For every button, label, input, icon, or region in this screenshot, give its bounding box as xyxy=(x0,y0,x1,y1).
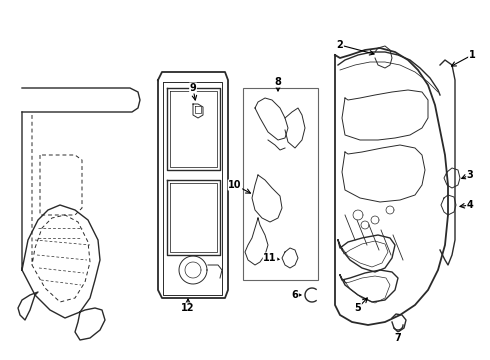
Text: 7: 7 xyxy=(394,333,401,343)
Text: 10: 10 xyxy=(228,180,242,190)
Text: 12: 12 xyxy=(181,303,195,313)
Text: 1: 1 xyxy=(468,50,475,60)
Text: 11: 11 xyxy=(263,253,277,263)
Text: 2: 2 xyxy=(337,40,343,50)
Text: 9: 9 xyxy=(190,83,196,93)
Text: 3: 3 xyxy=(466,170,473,180)
Text: 8: 8 xyxy=(274,77,281,87)
Text: 6: 6 xyxy=(292,290,298,300)
Bar xyxy=(243,88,318,280)
Text: 4: 4 xyxy=(466,200,473,210)
Text: 5: 5 xyxy=(355,303,362,313)
